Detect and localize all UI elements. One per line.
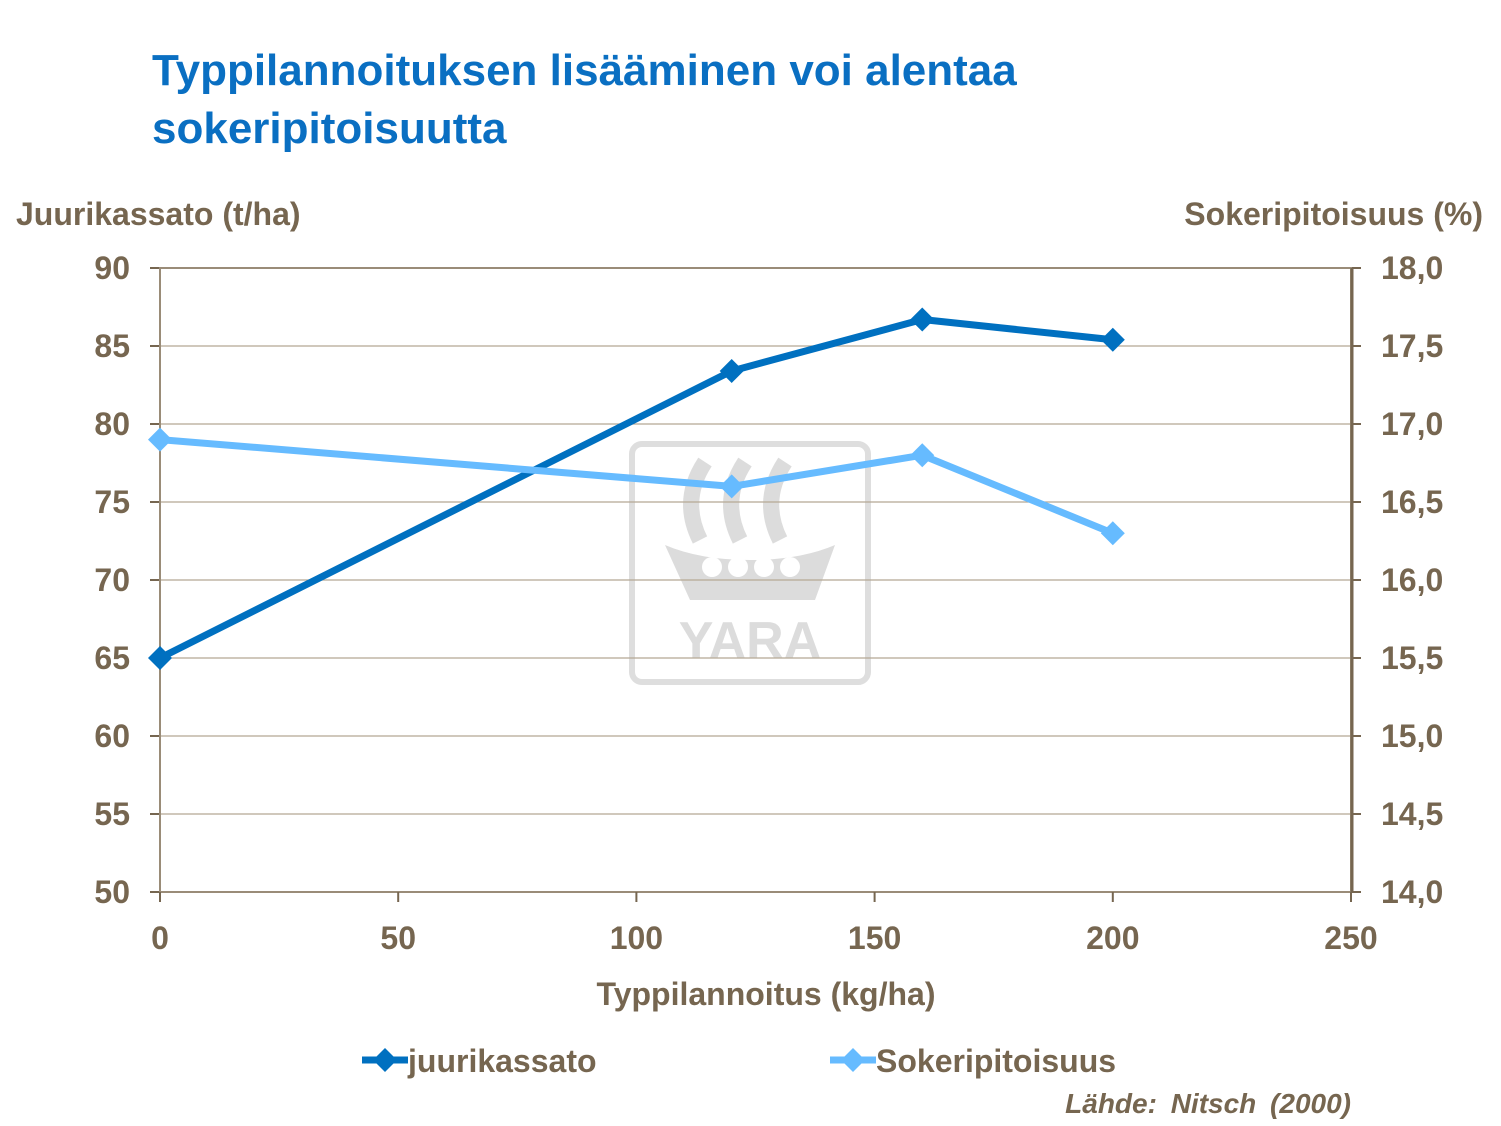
y-right-tick-label: 17,0 (1381, 406, 1443, 442)
x-tick-label: 50 (380, 920, 416, 956)
y-left-tick-label: 70 (94, 562, 130, 598)
data-point-sokeripitoisuus (148, 427, 172, 452)
source-note: Lähde: Nitsch (2000) (1065, 1088, 1351, 1119)
series-line-sokeripitoisuus (159, 436, 1115, 537)
y-left-tick-label: 55 (94, 796, 130, 832)
y-right-tick-label: 14,5 (1381, 796, 1443, 832)
y-left-tick-label: 75 (94, 484, 130, 520)
x-tick-label: 250 (1324, 920, 1377, 956)
data-point-juurikassato (1100, 327, 1125, 352)
y-left-tick-label: 60 (94, 718, 130, 754)
data-point-juurikassato (148, 646, 172, 670)
x-tick-label: 200 (1086, 920, 1139, 956)
yara-logo-watermark: YARA (629, 441, 871, 685)
y-right-tick-label: 15,0 (1381, 718, 1443, 754)
y-right-tick-label: 15,5 (1381, 640, 1443, 676)
legend-label: Sokeripitoisuus (876, 1043, 1116, 1079)
y-right-tick-label: 18,0 (1381, 250, 1443, 286)
data-point-juurikassato (719, 358, 744, 383)
x-tick-label: 100 (610, 920, 663, 956)
chart-title: Typpilannoituksen lisääminen voi alentaa… (152, 46, 1017, 153)
data-point-sokeripitoisuus (719, 474, 744, 499)
legend-marker (373, 1048, 397, 1072)
x-tick-label: 0 (151, 920, 169, 956)
y-right-tick-label: 14,0 (1381, 874, 1443, 910)
data-point-sokeripitoisuus (910, 443, 935, 468)
y-left-tick-label: 50 (94, 874, 130, 910)
y-right-tick-label: 16,0 (1381, 562, 1443, 598)
legend-label: juurikassato (407, 1043, 597, 1079)
y-right-tick-label: 16,5 (1381, 484, 1443, 520)
series-line-juurikassato (158, 315, 1114, 662)
y-left-tick-label: 90 (94, 250, 130, 286)
y-left-tick-label: 85 (94, 328, 130, 364)
legend-marker (841, 1048, 865, 1072)
x-tick-label: 150 (848, 920, 901, 956)
y-left-tick-label: 65 (94, 640, 130, 676)
y-right-tick-label: 17,5 (1381, 328, 1443, 364)
data-point-juurikassato (910, 307, 935, 332)
y-left-axis-label: Juurikassato (t/ha) (16, 196, 301, 232)
svg-text:YARA: YARA (679, 612, 822, 670)
x-axis-label: Typpilannoitus (kg/ha) (596, 976, 936, 1012)
data-point-sokeripitoisuus (1100, 521, 1125, 546)
y-right-axis-label: Sokeripitoisuus (%) (1184, 196, 1483, 232)
y-left-tick-label: 80 (94, 406, 130, 442)
